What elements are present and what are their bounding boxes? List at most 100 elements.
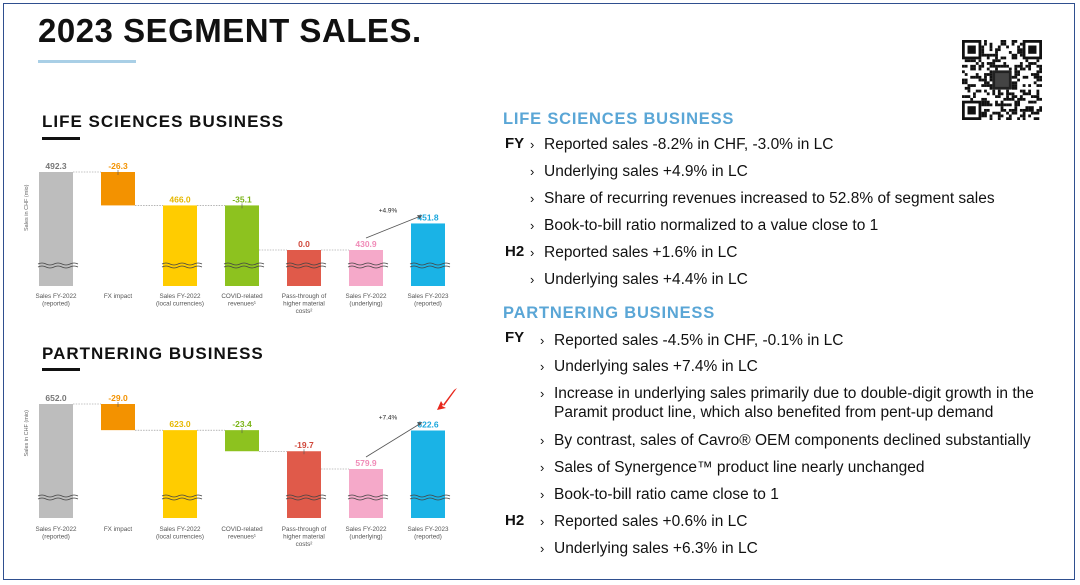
category-label-1: Sales FY-2022 bbox=[35, 293, 77, 300]
growth-arrowhead bbox=[417, 422, 422, 427]
chevron-right-icon: › bbox=[530, 245, 535, 260]
pb-h2-label: H2 bbox=[505, 512, 525, 529]
bar-3 bbox=[163, 430, 197, 518]
axis-break-mark bbox=[285, 265, 327, 269]
value-label-1: 492.3 bbox=[45, 161, 67, 171]
ls-fy-label: FY bbox=[505, 135, 525, 152]
pb-fy-bullet-3: › Increase in underlying sales primarily … bbox=[540, 385, 1034, 402]
bar-1 bbox=[39, 172, 73, 286]
title-underline bbox=[38, 60, 136, 63]
axis-break-mark bbox=[347, 497, 389, 501]
bar-3 bbox=[163, 205, 197, 286]
life-sciences-chart-heading: LIFE SCIENCES BUSINESS bbox=[42, 112, 285, 131]
life-sciences-heading-underline bbox=[42, 137, 80, 140]
partnering-panel-heading: PARTNERING BUSINESS bbox=[503, 304, 715, 322]
axis-break-mark bbox=[285, 494, 327, 498]
category-label-7: Sales FY-2023 bbox=[407, 526, 449, 533]
category-label-3: (local currencies) bbox=[156, 534, 204, 541]
axis-break-mark bbox=[409, 494, 451, 498]
category-label-4: COVID-related bbox=[221, 526, 263, 533]
ls-h2-bullet-2: › Underlying sales +4.4% in LC bbox=[530, 271, 748, 288]
axis-break-mark bbox=[347, 494, 389, 498]
growth-arrow bbox=[365, 215, 423, 239]
ls-fy-bullet-3: › Share of recurring revenues increased t… bbox=[530, 190, 995, 207]
ls-fy-bullet-2: › Underlying sales +4.9% in LC bbox=[530, 163, 748, 180]
category-label-4: revenues¹ bbox=[228, 534, 256, 541]
value-label-4: -35.1 bbox=[232, 194, 252, 204]
axis-break-mark bbox=[347, 265, 389, 269]
pb-fy-bullet-5: › Sales of Synergence™ product line nearl… bbox=[540, 459, 925, 476]
axis-break-mark bbox=[37, 262, 79, 266]
category-label-1: (reported) bbox=[42, 301, 70, 308]
value-label-7: 622.6 bbox=[417, 420, 439, 430]
bar-2 bbox=[101, 404, 135, 431]
axis-break-mark bbox=[409, 262, 451, 266]
life-sciences-chart-svg: Sales in CHF (mio) 492.3 -26.3 466.0 -35.1 0.… bbox=[24, 161, 451, 315]
bar-4 bbox=[225, 430, 259, 452]
category-label-6: Sales FY-2022 bbox=[345, 526, 387, 533]
chevron-right-icon: › bbox=[530, 218, 535, 233]
category-label-4: COVID-related bbox=[221, 293, 263, 300]
chevron-right-icon: › bbox=[530, 164, 535, 179]
chevron-right-icon: › bbox=[530, 191, 535, 206]
value-label-1: 652.0 bbox=[45, 393, 67, 403]
ls-fy-bullet-4: › Book-to-bill ratio normalized to a valu… bbox=[530, 217, 879, 234]
bar-6 bbox=[349, 469, 383, 518]
chevron-right-icon: › bbox=[530, 272, 535, 287]
chevron-right-icon: › bbox=[540, 541, 545, 556]
category-label-7: (reported) bbox=[414, 301, 442, 308]
category-label-7: Sales FY-2023 bbox=[407, 293, 449, 300]
axis-break-mark bbox=[161, 265, 203, 269]
pb-fy-bullet-1: › Reported sales -4.5% in CHF, -0.1% in L… bbox=[540, 332, 844, 349]
axis-break-mark bbox=[223, 265, 265, 269]
axis-break-mark bbox=[161, 262, 203, 266]
bar-1 bbox=[39, 404, 73, 518]
chevron-right-icon: › bbox=[540, 359, 545, 374]
value-label-6: 579.9 bbox=[355, 458, 377, 468]
value-label-3: 623.0 bbox=[169, 419, 191, 429]
value-label-5: -19.7 bbox=[294, 440, 314, 450]
page-title: 2023 SEGMENT SALES. bbox=[38, 12, 422, 49]
bar-7 bbox=[411, 430, 445, 518]
category-label-2: FX impact bbox=[104, 526, 133, 533]
category-label-6: (underlying) bbox=[349, 534, 382, 541]
value-label-3: 466.0 bbox=[169, 194, 191, 204]
category-label-5: costs² bbox=[296, 308, 313, 315]
chevron-right-icon: › bbox=[540, 333, 545, 348]
chevron-right-icon: › bbox=[530, 137, 535, 152]
partnering-waterfall-chart: Sales in CHF (mio) 652.0 -29.0 623.0 -23.4 -1… bbox=[20, 380, 460, 552]
pb-h2-bullet-1: › Reported sales +0.6% in LC bbox=[540, 513, 748, 530]
category-label-5: Pass-through of bbox=[282, 526, 327, 533]
y-axis-label: Sales in CHF (mio) bbox=[24, 410, 30, 457]
pb-fy-label: FY bbox=[505, 329, 525, 346]
pb-h2-bullet-2: › Underlying sales +6.3% in LC bbox=[540, 540, 758, 557]
pb-fy-bullet-3-cont: Paramit product line, which also benefit… bbox=[554, 404, 994, 421]
category-label-2: FX impact bbox=[104, 293, 133, 300]
bar-5 bbox=[287, 451, 321, 518]
growth-arrow bbox=[365, 422, 423, 458]
bar-7 bbox=[411, 223, 445, 286]
partnering-chart-heading: PARTNERING BUSINESS bbox=[42, 344, 264, 363]
slide-frame bbox=[3, 3, 1075, 580]
category-label-5: higher material bbox=[283, 534, 325, 541]
chevron-right-icon: › bbox=[540, 386, 545, 401]
chevron-right-icon: › bbox=[540, 433, 545, 448]
axis-break-mark bbox=[347, 262, 389, 266]
category-label-3: Sales FY-2022 bbox=[159, 293, 201, 300]
bar-2 bbox=[101, 172, 135, 206]
ls-h2-bullet-1: › Reported sales +1.6% in LC bbox=[530, 244, 738, 261]
pb-fy-bullet-6: › Book-to-bill ratio came close to 1 bbox=[540, 486, 779, 503]
value-label-5: 0.0 bbox=[298, 239, 310, 249]
value-label-4: -23.4 bbox=[232, 419, 252, 429]
category-label-6: (underlying) bbox=[349, 301, 382, 308]
value-label-7: 451.8 bbox=[417, 212, 439, 222]
chevron-right-icon: › bbox=[540, 487, 545, 502]
category-label-4: revenues¹ bbox=[228, 301, 256, 308]
growth-annotation: +4.9% bbox=[379, 207, 398, 214]
life-sciences-waterfall-chart: Sales in CHF (mio) 492.3 -26.3 466.0 -35.1 0.… bbox=[20, 148, 460, 318]
category-label-5: Pass-through of bbox=[282, 293, 327, 300]
axis-break-mark bbox=[285, 497, 327, 501]
axis-break-mark bbox=[285, 262, 327, 266]
growth-annotation: +7.4% bbox=[379, 415, 398, 422]
category-label-5: higher material bbox=[283, 301, 325, 308]
